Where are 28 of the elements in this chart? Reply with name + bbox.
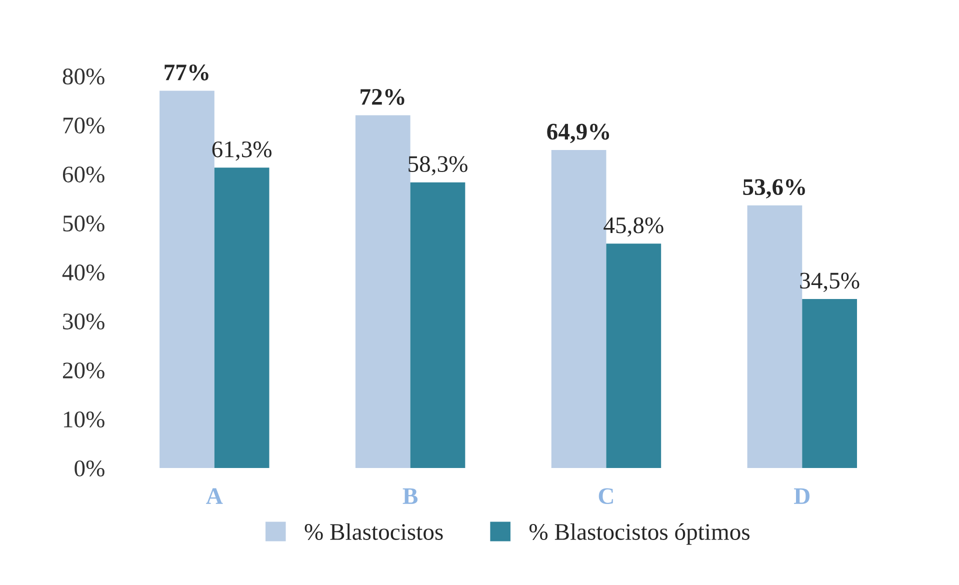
data-label: 45,8% — [604, 217, 664, 237]
data-label: 61,3% — [212, 141, 272, 161]
y-tick-label: 20% — [62, 362, 104, 379]
legend-label: % Blastocistos — [304, 523, 443, 540]
data-label: 72% — [360, 88, 404, 105]
data-label: 58,3% — [408, 156, 468, 176]
x-tick-label: A — [206, 488, 223, 504]
data-label: 53,6% — [743, 179, 805, 198]
legend-label: % Blastocistos óptimos — [529, 523, 750, 545]
data-label: 77% — [164, 64, 208, 80]
y-tick-label: 60% — [62, 166, 104, 183]
x-tick-label: C — [598, 488, 613, 504]
x-tick-label: B — [402, 488, 418, 504]
bar — [355, 115, 410, 468]
bar — [410, 182, 466, 468]
bar — [802, 298, 857, 468]
y-tick-label: 0% — [74, 460, 104, 476]
y-tick-label: 10% — [64, 411, 104, 428]
y-tick-label: 40% — [62, 264, 104, 281]
y-tick-label: 80% — [62, 68, 104, 85]
x-tick-label: D — [794, 488, 810, 504]
bar — [214, 168, 270, 468]
y-tick-label: 70% — [64, 118, 104, 134]
data-label: 64,9% — [547, 124, 610, 144]
y-tick-label: 30% — [63, 314, 104, 330]
y-tick-label: 50% — [63, 216, 104, 232]
bar — [606, 244, 662, 468]
data-label: 34,5% — [800, 272, 860, 292]
